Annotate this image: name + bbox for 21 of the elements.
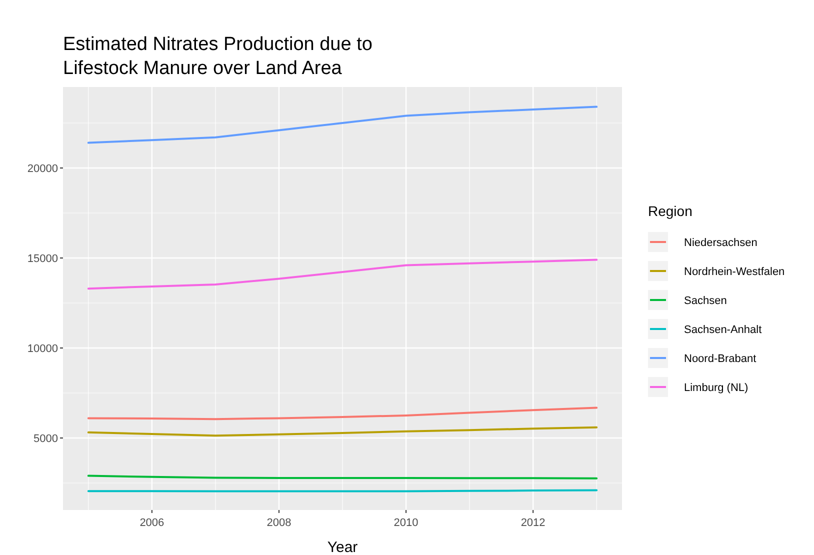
legend-label: Noord-Brabant: [684, 353, 756, 365]
x-tick-label: 2012: [520, 517, 546, 529]
legend-label: Limburg (NL): [684, 382, 748, 394]
x-tick-label: 2006: [140, 517, 164, 529]
line-series: [87, 426, 598, 437]
legend-title: Region: [648, 203, 692, 219]
chart-title: Estimated Nitrates Production due to Lifestock Manure over Land Area: [63, 34, 372, 79]
line-series: [87, 406, 598, 420]
y-tick-label: 5000: [34, 433, 58, 445]
legend-label: Nordrhein-Westfalen: [684, 266, 785, 278]
legend-label: Sachsen: [684, 295, 727, 307]
x-tick-label: 2010: [394, 517, 418, 529]
line-series: [87, 106, 598, 144]
y-tick-label: 20000: [27, 163, 58, 175]
y-tick-label: 15000: [27, 253, 58, 265]
x-axis-title: Year: [327, 539, 358, 555]
x-tick-label: 2008: [266, 517, 292, 529]
legend-label: Niedersachsen: [684, 237, 758, 249]
line-series: [87, 258, 598, 290]
y-tick-label: 10000: [27, 343, 58, 355]
legend-label: Sachsen-Anhalt: [684, 324, 762, 336]
